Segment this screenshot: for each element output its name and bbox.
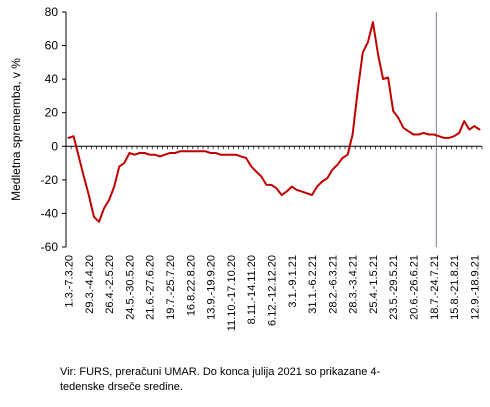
- x-tick-label: 13.9.-19.9.20: [206, 255, 218, 320]
- x-tick-labels: 1.3.-7.3.20 29.3.-4.4.20 26.4.-2.5.20 24.5.…: [64, 255, 482, 331]
- x-tick-label: 28.3.-3.4.21: [348, 255, 360, 314]
- x-tick-label: 23.5.-29.5.21: [388, 255, 400, 320]
- x-tick-label: 31.1.-6.2.21: [307, 255, 319, 314]
- series-line: [67, 21, 481, 223]
- x-tick-label: 28.2.-6.3.21: [327, 255, 339, 314]
- x-tick-label: 25.4.-1.5.21: [368, 255, 380, 314]
- x-tick-label: 15.8.-21.8.21: [449, 255, 461, 320]
- y-tick-label: 20: [45, 106, 59, 120]
- x-tick-label: 18.7.-24.7.21: [429, 255, 441, 320]
- x-tick-label: 3.1.-9.1.21: [287, 255, 299, 308]
- source-note-line-2: tedenske drseče sredine.: [60, 381, 183, 393]
- x-tick-label: 21.6.-27.6.20: [145, 255, 157, 320]
- x-tick-label: 29.3.-4.4.20: [84, 255, 96, 314]
- y-axis-label: Medletna sprememba, v %: [9, 58, 23, 201]
- source-note: Vir: FURS, preračuni UMAR. Do konca juli…: [60, 365, 480, 395]
- axes: [65, 12, 483, 247]
- x-tick-label: 1.3.-7.3.20: [64, 255, 76, 308]
- x-tick-label: 11.10.-17.10.20: [226, 255, 238, 331]
- y-tick-label: 0: [51, 139, 58, 153]
- x-tick-label: 6.12.-12.12.20: [266, 255, 278, 326]
- x-tick-label: 8.11.-14.11.20: [246, 255, 258, 324]
- y-tick-label: 80: [45, 5, 59, 19]
- source-note-line-1: Vir: FURS, preračuni UMAR. Do konca juli…: [60, 366, 381, 378]
- x-tick-label: 12.9.-18.9.21: [469, 255, 481, 320]
- chart-canvas: Medletna sprememba, v % -60 -40 -20 0 20 40 60…: [9, 5, 483, 331]
- y-tick-label: 60: [45, 39, 59, 53]
- x-tick-label: 26.4.-2.5.20: [104, 255, 116, 314]
- y-tick-labels: -60 -40 -20 0 20 40 60 80: [41, 5, 66, 254]
- x-tick-label: 19.7.-25.7.20: [165, 255, 177, 320]
- x-tick-label: 16.8.22.8.20: [185, 255, 197, 316]
- y-tick-label: 40: [45, 72, 59, 86]
- x-tick-label: 20.6.-26.6.21: [409, 255, 421, 320]
- y-tick-label: -60: [41, 240, 59, 254]
- x-tick-label: 24.5.-30.5.20: [124, 255, 136, 320]
- series-layer: [67, 12, 481, 247]
- y-tick-label: -40: [41, 206, 59, 220]
- y-tick-label: -20: [41, 173, 59, 187]
